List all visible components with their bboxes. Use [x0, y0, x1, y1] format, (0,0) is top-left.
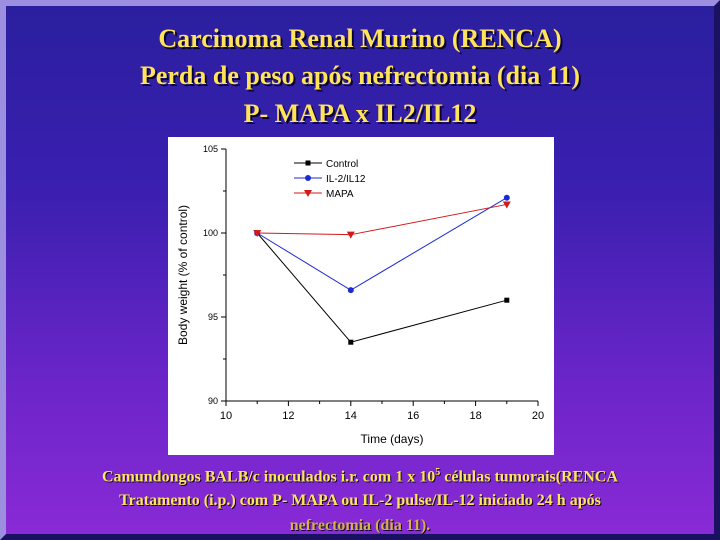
chart-panel: 90 95 100 105 10 12 14 16 18 20 Time (days) Body we…	[168, 137, 554, 455]
legend-label: IL-2/IL12	[326, 174, 366, 185]
data-point	[502, 201, 511, 209]
x-tick-label: 12	[282, 410, 294, 422]
x-tick-label: 16	[407, 410, 419, 422]
line-chart: 90 95 100 105 10 12 14 16 18 20 Time (days) Body we…	[176, 144, 544, 446]
caption-line1: Camundongos BALB/c inoculados i.r. com 1…	[0, 467, 720, 486]
data-point	[504, 297, 510, 303]
y-tick-label: 100	[203, 228, 218, 238]
slide-title-line1: Carcinoma Renal Murino (RENCA)	[158, 24, 562, 53]
y-tick-label: 90	[208, 396, 218, 406]
slide-title-line3: P- MAPA x IL2/IL12	[243, 99, 477, 128]
data-point	[503, 194, 510, 201]
data-point	[347, 287, 354, 294]
y-tick-label: 105	[203, 144, 218, 154]
x-tick-label: 18	[469, 410, 481, 422]
x-tick-label: 14	[345, 410, 357, 422]
legend-marker	[305, 175, 311, 181]
caption-exponent: 5	[435, 467, 441, 478]
caption-line2: Tratamento (i.p.) com P- MAPA ou IL-2 pu…	[119, 492, 601, 509]
x-tick-label: 20	[532, 410, 544, 422]
legend-marker	[305, 160, 311, 166]
series-line-control	[256, 232, 507, 343]
data-point	[348, 339, 354, 345]
legend-label: Control	[326, 159, 358, 170]
data-point	[253, 230, 262, 237]
caption-line1-tail: células tumorais(RENCA	[440, 468, 618, 486]
legend-marker	[304, 190, 312, 197]
caption-line1-text: Camundongos BALB/c inoculados i.r. com 1…	[101, 468, 436, 486]
y-tick-label: 95	[208, 312, 218, 322]
legend-label: MAPA	[326, 189, 354, 200]
slide-title-line2: Perda de peso após nefrectomia (dia 11)	[139, 61, 581, 90]
y-axis-label: Body weight (% of control)	[176, 205, 190, 345]
x-tick-label: 10	[220, 410, 232, 422]
caption-line3: nefrectomia (dia 11).	[289, 517, 431, 534]
data-point	[346, 231, 355, 239]
x-axis-label: Time (days)	[361, 432, 424, 446]
